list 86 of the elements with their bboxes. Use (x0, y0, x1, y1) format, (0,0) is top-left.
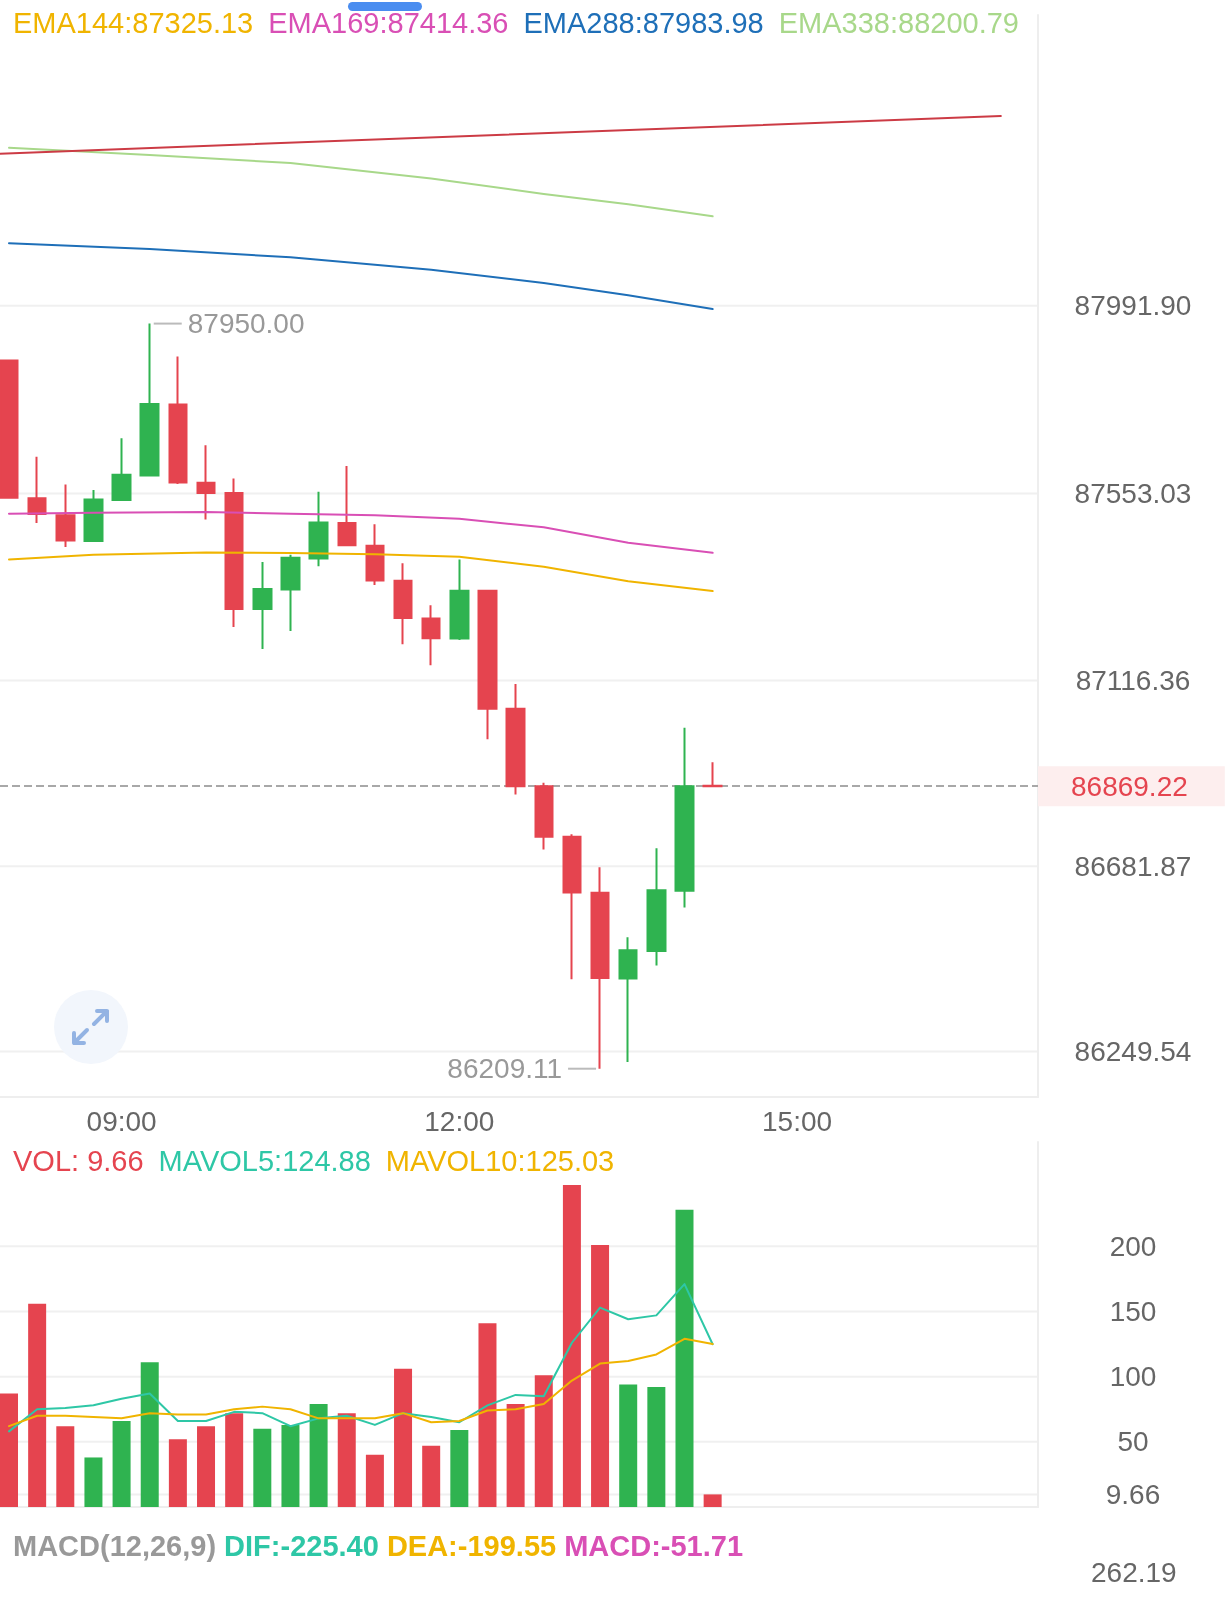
bar (422, 1445, 441, 1507)
x-tick-label: 09:00 (86, 1105, 157, 1137)
annotation: 87950.00 (187, 308, 305, 340)
line-series (8, 1283, 714, 1433)
text: MAVOL10:125.03 (385, 1144, 615, 1177)
bar (591, 1244, 610, 1507)
candlestick (393, 562, 413, 646)
bar (281, 1424, 300, 1507)
text: EMA338:88200.79 (778, 6, 1019, 39)
text: MACD:-51.71 (564, 1529, 744, 1562)
bar (562, 1185, 581, 1507)
bar (619, 1384, 638, 1507)
text: DIF:-225.40 (224, 1529, 379, 1562)
text: MACD(12,26,9) (13, 1529, 217, 1562)
text: 262.19 (1091, 1556, 1177, 1588)
text: EMA288:87983.98 (523, 6, 764, 39)
candlestick (562, 833, 582, 981)
line-series (8, 551, 714, 593)
candlestick (252, 560, 273, 650)
candlestick (534, 781, 554, 851)
candlestick (337, 465, 357, 547)
ref-line-label: 86869.22 (1071, 770, 1188, 802)
bar (365, 1454, 384, 1507)
candlestick (618, 936, 638, 1063)
bar (534, 1375, 553, 1507)
bar (337, 1413, 356, 1507)
line-series (8, 510, 714, 554)
candlestick (421, 604, 441, 667)
candlestick (646, 847, 667, 967)
bar (309, 1404, 328, 1507)
candlestick (477, 589, 498, 741)
annotation: 86209.11 (447, 1053, 563, 1085)
bar (197, 1426, 216, 1507)
candlestick (449, 558, 470, 641)
candlestick (702, 761, 723, 788)
candlestick (280, 553, 301, 632)
candlestick (83, 489, 104, 543)
bar (647, 1387, 666, 1507)
candlestick (308, 490, 329, 568)
bar (450, 1430, 469, 1507)
text: VOL: 9.66 (13, 1144, 144, 1177)
bar (0, 1393, 19, 1507)
bar (478, 1323, 497, 1507)
candlestick (505, 682, 526, 796)
y-tick-label: 87991.90 (1074, 290, 1192, 322)
x-tick-label: 12:00 (424, 1105, 495, 1137)
y-tick-label: 87116.36 (1075, 664, 1191, 696)
text: EMA169:87414.36 (268, 6, 509, 39)
candlestick (111, 437, 132, 501)
y-tick-label: 87553.03 (1074, 478, 1192, 509)
text: EMA144:87325.13 (13, 6, 254, 39)
candlestick (224, 477, 244, 629)
line-series (8, 242, 714, 311)
y-tick-label: 86249.54 (1074, 1035, 1192, 1067)
y-tick-label: 9.66 (1105, 1478, 1161, 1510)
bar (703, 1494, 722, 1507)
text: MAVOL5:124.88 (158, 1144, 371, 1177)
candlestick (365, 523, 385, 587)
y-tick-label: 50 (1117, 1426, 1149, 1458)
text: DEA:-199.55 (386, 1529, 557, 1562)
candlestick (27, 455, 47, 525)
y-tick-label: 200 (1109, 1230, 1157, 1262)
bar (225, 1413, 244, 1507)
bar (506, 1404, 525, 1507)
candlestick (590, 866, 610, 1070)
y-tick-label: 100 (1109, 1361, 1157, 1393)
candlestick (168, 355, 188, 486)
bar (394, 1368, 413, 1507)
bar (56, 1426, 75, 1507)
candlestick (196, 444, 216, 521)
bar (84, 1457, 103, 1507)
line-series (8, 1337, 714, 1428)
candlestick (55, 483, 76, 549)
bar (675, 1209, 694, 1507)
line-series (8, 146, 714, 218)
bar (112, 1420, 131, 1507)
bar (253, 1428, 272, 1507)
x-tick-label: 15:00 (762, 1105, 833, 1137)
bar (28, 1303, 47, 1507)
bar (140, 1362, 159, 1507)
candlestick (139, 322, 160, 477)
candlestick (674, 726, 695, 909)
candlestick (0, 359, 19, 499)
y-tick-label: 86681.87 (1074, 850, 1192, 882)
y-tick-label: 150 (1109, 1295, 1157, 1327)
bar (168, 1439, 187, 1507)
